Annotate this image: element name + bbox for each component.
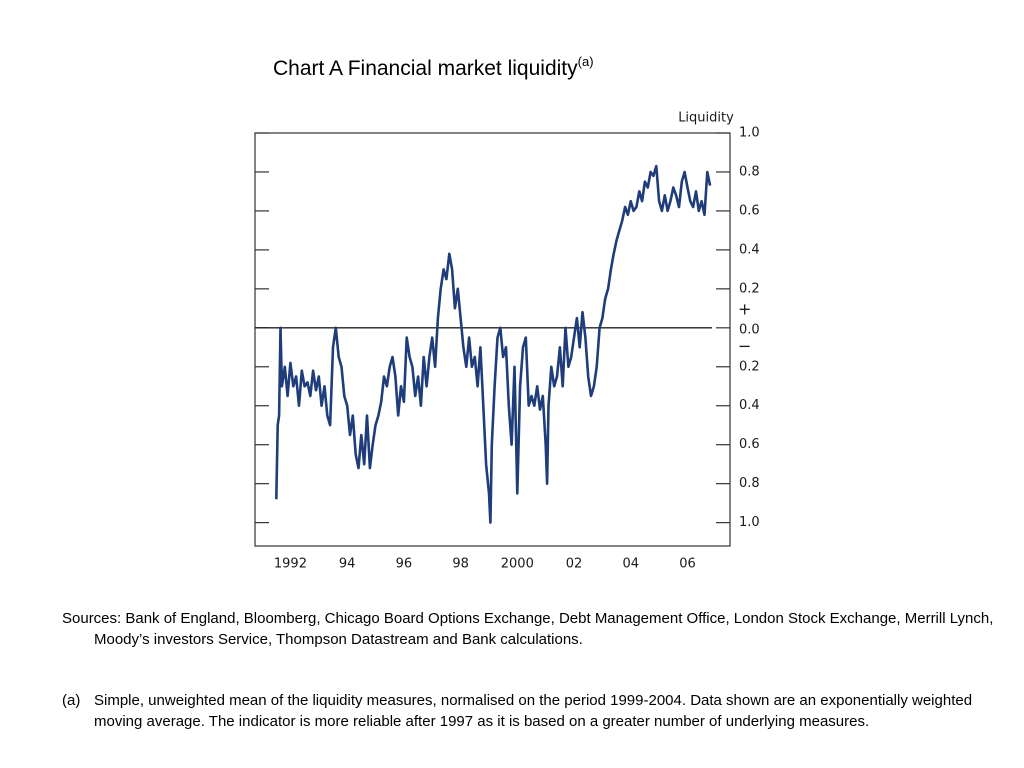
chart-title: Chart A Financial market liquidity(a) [273,54,594,81]
x-tick-label: 94 [339,557,356,572]
annotation-minus: − [738,337,751,356]
title-superscript: (a) [577,54,594,69]
x-tick-label: 1992 [274,557,307,572]
y-tick-label: 0.6 [739,203,760,218]
footnote: (a) Simple, unweighted mean of the liquid… [62,690,1024,732]
x-tick-label: 04 [622,557,639,572]
y-tick-label: 1.0 [739,515,760,530]
chart: Liquidity + − 1.0 0.8 0.6 0.4 0.2 0.0 0.2 0.4 0.… [254,111,760,572]
title-text: Chart A Financial market liquidity [273,57,578,80]
y-tick-label: 0.4 [739,242,760,257]
annotation-plus: + [738,300,751,319]
x-tick-label: 2000 [501,557,534,572]
y-tick-label: 0.2 [739,359,760,374]
x-tick-label: 02 [566,557,583,572]
data-line [275,164,712,524]
x-tick-label: 06 [679,557,696,572]
y-axis-label: Liquidity [678,111,734,126]
y-tick-label: 0.8 [739,164,760,179]
sources-note: Sources: Bank of England, Bloomberg, Chi… [62,610,994,648]
x-tick-label: 96 [396,557,413,572]
footnote-text: Simple, unweighted mean of the liquidity… [94,692,973,730]
y-tick-label: 0.6 [739,437,760,452]
x-tick-label: 98 [452,557,469,572]
y-tick-label: 0.8 [739,476,760,491]
footnote-label: (a) [62,692,81,709]
y-tick-label: 1.0 [739,126,760,141]
y-tick-label: 0.2 [739,281,760,296]
y-tick-label: 0.4 [739,398,760,413]
plot-frame [254,132,731,547]
y-tick-label: 0.0 [739,322,760,337]
